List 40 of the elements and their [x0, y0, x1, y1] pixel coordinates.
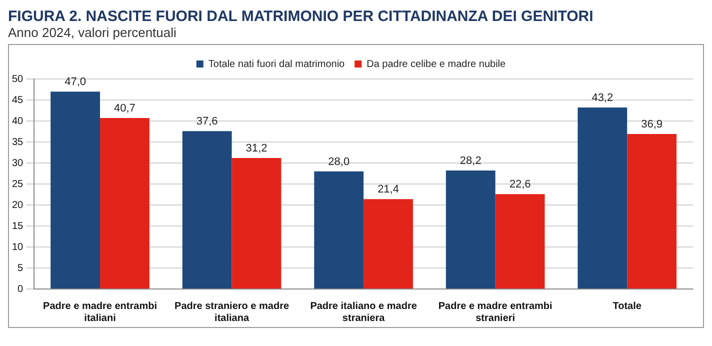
- y-tick-label: 20: [12, 200, 24, 211]
- bar: [578, 108, 628, 288]
- x-tick-label: Padre straniero e madre italiana: [174, 300, 290, 324]
- data-label: 40,7: [114, 102, 136, 115]
- data-label: 31,2: [246, 142, 268, 154]
- x-tick-label: Totale: [612, 300, 642, 312]
- y-tick-label: 0: [18, 284, 24, 295]
- y-tick-label: 45: [12, 94, 24, 106]
- data-label: 28,2: [460, 155, 482, 168]
- chart-subtitle: Anno 2024, valori percentuali: [8, 25, 178, 40]
- x-tick-label: Padre e madre entrambi italiani: [43, 300, 158, 324]
- y-tick-label: 10: [12, 242, 24, 253]
- bar: [50, 92, 100, 288]
- data-label: 37,6: [196, 116, 218, 128]
- y-tick-label: 25: [12, 178, 24, 190]
- bar: [314, 171, 364, 288]
- x-tick-label: Padre italiano e madre straniera: [310, 300, 418, 324]
- legend-label: Da padre celibe e madre nubile: [366, 58, 506, 70]
- data-label: 36,9: [641, 118, 663, 131]
- y-tick-label: 40: [12, 116, 24, 127]
- bar: [182, 131, 232, 288]
- data-label: 21,4: [378, 184, 399, 196]
- x-tick-label: Padre e madre entrambi stranieri: [438, 300, 553, 324]
- data-label: 28,0: [328, 156, 350, 168]
- bar: [627, 134, 677, 288]
- bar: [446, 170, 496, 288]
- y-tick-label: 35: [12, 136, 24, 148]
- data-label: 47,0: [64, 76, 86, 88]
- bar: [495, 194, 545, 288]
- bar: [364, 199, 413, 288]
- data-label: 22,6: [509, 178, 531, 191]
- y-tick-label: 30: [12, 158, 24, 169]
- legend-label: Totale nati fuori dal matrimonio: [208, 58, 346, 70]
- y-tick-label: 15: [12, 220, 24, 232]
- chart-title: FIGURA 2. NASCITE FUORI DAL MATRIMONIO PER CITTADINANZA DEI GENITORI: [8, 8, 594, 25]
- data-label: 43,2: [592, 92, 614, 104]
- bar: [100, 118, 150, 288]
- y-tick-label: 50: [12, 74, 24, 85]
- bar: [232, 158, 282, 288]
- y-tick-label: 5: [18, 262, 24, 274]
